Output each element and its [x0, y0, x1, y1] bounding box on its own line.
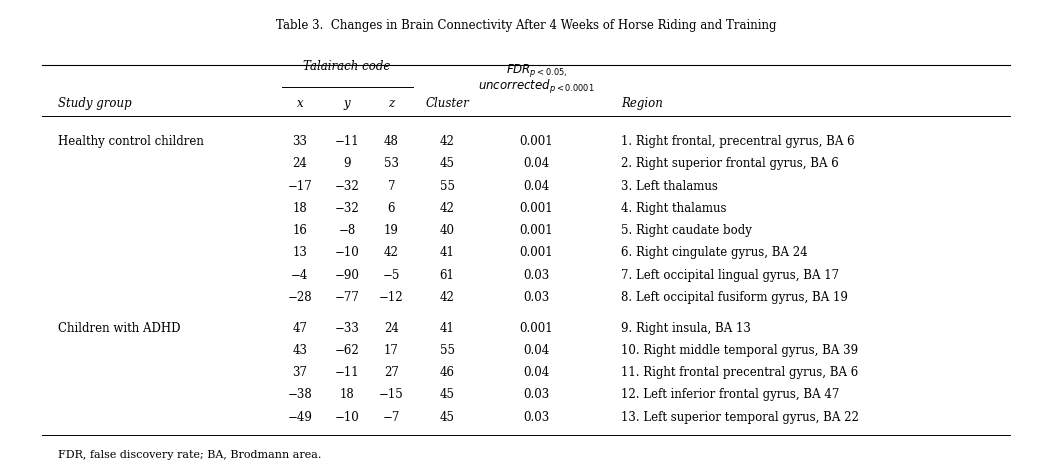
- Text: 0.001: 0.001: [520, 321, 553, 334]
- Text: Talairach code: Talairach code: [303, 60, 391, 73]
- Text: 0.04: 0.04: [524, 365, 549, 378]
- Text: 10. Right middle temporal gyrus, BA 39: 10. Right middle temporal gyrus, BA 39: [621, 343, 857, 356]
- Text: −8: −8: [339, 224, 356, 237]
- Text: 2. Right superior frontal gyrus, BA 6: 2. Right superior frontal gyrus, BA 6: [621, 157, 838, 170]
- Text: −17: −17: [287, 179, 312, 192]
- Text: 37: 37: [292, 365, 307, 378]
- Text: 45: 45: [440, 410, 454, 423]
- Text: −4: −4: [291, 268, 308, 281]
- Text: 0.001: 0.001: [520, 246, 553, 259]
- Text: 18: 18: [292, 201, 307, 214]
- Text: 5. Right caudate body: 5. Right caudate body: [621, 224, 751, 237]
- Text: Healthy control children: Healthy control children: [58, 135, 204, 148]
- Text: 9: 9: [343, 157, 351, 170]
- Text: 6. Right cingulate gyrus, BA 24: 6. Right cingulate gyrus, BA 24: [621, 246, 807, 259]
- Text: $\mathit{FDR}_{\mathit{p}{<}0.05,}$: $\mathit{FDR}_{\mathit{p}{<}0.05,}$: [506, 62, 567, 79]
- Text: 0.001: 0.001: [520, 135, 553, 148]
- Text: 12. Left inferior frontal gyrus, BA 47: 12. Left inferior frontal gyrus, BA 47: [621, 388, 839, 400]
- Text: −5: −5: [383, 268, 400, 281]
- Text: 43: 43: [292, 343, 307, 356]
- Text: 53: 53: [384, 157, 399, 170]
- Text: 24: 24: [292, 157, 307, 170]
- Text: 41: 41: [440, 321, 454, 334]
- Text: 42: 42: [384, 246, 399, 259]
- Text: 27: 27: [384, 365, 399, 378]
- Text: 11. Right frontal precentral gyrus, BA 6: 11. Right frontal precentral gyrus, BA 6: [621, 365, 858, 378]
- Text: 0.001: 0.001: [520, 224, 553, 237]
- Text: Study group: Study group: [58, 97, 132, 110]
- Text: 61: 61: [440, 268, 454, 281]
- Text: y: y: [344, 97, 350, 110]
- Text: −32: −32: [335, 179, 360, 192]
- Text: Table 3.  Changes in Brain Connectivity After 4 Weeks of Horse Riding and Traini: Table 3. Changes in Brain Connectivity A…: [276, 19, 776, 32]
- Text: x: x: [297, 97, 303, 110]
- Text: −11: −11: [335, 365, 360, 378]
- Text: Region: Region: [621, 97, 663, 110]
- Text: 0.04: 0.04: [524, 343, 549, 356]
- Text: FDR, false discovery rate; BA, Brodmann area.: FDR, false discovery rate; BA, Brodmann …: [58, 449, 321, 459]
- Text: 0.001: 0.001: [520, 201, 553, 214]
- Text: 19: 19: [384, 224, 399, 237]
- Text: 55: 55: [440, 343, 454, 356]
- Text: −77: −77: [335, 290, 360, 303]
- Text: −49: −49: [287, 410, 312, 423]
- Text: $\mathit{uncorrected}_{\mathit{p}{<}0.0001}$: $\mathit{uncorrected}_{\mathit{p}{<}0.00…: [479, 78, 594, 96]
- Text: −10: −10: [335, 246, 360, 259]
- Text: 7: 7: [387, 179, 396, 192]
- Text: −62: −62: [335, 343, 360, 356]
- Text: 18: 18: [340, 388, 355, 400]
- Text: −32: −32: [335, 201, 360, 214]
- Text: −15: −15: [379, 388, 404, 400]
- Text: 8. Left occipital fusiform gyrus, BA 19: 8. Left occipital fusiform gyrus, BA 19: [621, 290, 848, 303]
- Text: −7: −7: [383, 410, 400, 423]
- Text: 45: 45: [440, 388, 454, 400]
- Text: 42: 42: [440, 135, 454, 148]
- Text: 24: 24: [384, 321, 399, 334]
- Text: 47: 47: [292, 321, 307, 334]
- Text: 41: 41: [440, 246, 454, 259]
- Text: 0.04: 0.04: [524, 157, 549, 170]
- Text: 33: 33: [292, 135, 307, 148]
- Text: 40: 40: [440, 224, 454, 237]
- Text: 46: 46: [440, 365, 454, 378]
- Text: 48: 48: [384, 135, 399, 148]
- Text: 0.03: 0.03: [524, 268, 549, 281]
- Text: 13. Left superior temporal gyrus, BA 22: 13. Left superior temporal gyrus, BA 22: [621, 410, 858, 423]
- Text: 42: 42: [440, 201, 454, 214]
- Text: 3. Left thalamus: 3. Left thalamus: [621, 179, 717, 192]
- Text: −11: −11: [335, 135, 360, 148]
- Text: 55: 55: [440, 179, 454, 192]
- Text: Cluster: Cluster: [425, 97, 469, 110]
- Text: 9. Right insula, BA 13: 9. Right insula, BA 13: [621, 321, 750, 334]
- Text: 45: 45: [440, 157, 454, 170]
- Text: 0.03: 0.03: [524, 388, 549, 400]
- Text: z: z: [388, 97, 394, 110]
- Text: −38: −38: [287, 388, 312, 400]
- Text: 0.03: 0.03: [524, 290, 549, 303]
- Text: 0.03: 0.03: [524, 410, 549, 423]
- Text: 4. Right thalamus: 4. Right thalamus: [621, 201, 726, 214]
- Text: −90: −90: [335, 268, 360, 281]
- Text: −12: −12: [379, 290, 404, 303]
- Text: 6: 6: [387, 201, 396, 214]
- Text: 13: 13: [292, 246, 307, 259]
- Text: −10: −10: [335, 410, 360, 423]
- Text: 7. Left occipital lingual gyrus, BA 17: 7. Left occipital lingual gyrus, BA 17: [621, 268, 838, 281]
- Text: 17: 17: [384, 343, 399, 356]
- Text: 0.04: 0.04: [524, 179, 549, 192]
- Text: 42: 42: [440, 290, 454, 303]
- Text: 1. Right frontal, precentral gyrus, BA 6: 1. Right frontal, precentral gyrus, BA 6: [621, 135, 854, 148]
- Text: 16: 16: [292, 224, 307, 237]
- Text: Children with ADHD: Children with ADHD: [58, 321, 180, 334]
- Text: −33: −33: [335, 321, 360, 334]
- Text: −28: −28: [287, 290, 312, 303]
